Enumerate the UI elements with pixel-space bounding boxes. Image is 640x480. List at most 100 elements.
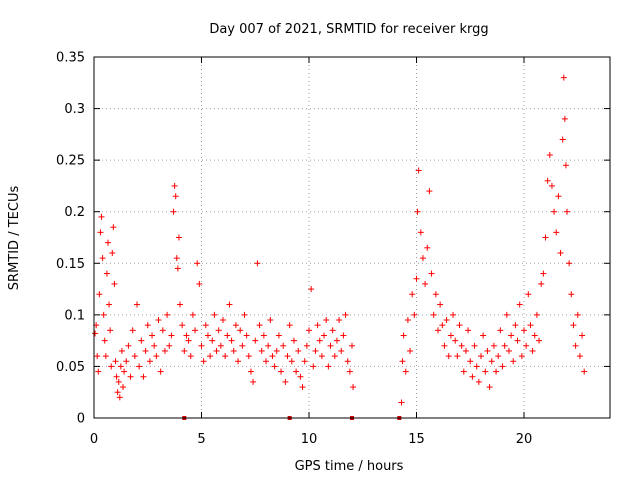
data-point bbox=[235, 358, 242, 365]
y-tick-label: 0.2 bbox=[64, 205, 85, 220]
data-point bbox=[247, 368, 254, 375]
data-point bbox=[432, 291, 439, 298]
data-point bbox=[157, 368, 164, 375]
data-point bbox=[299, 384, 306, 391]
chart-title: Day 007 of 2021, SRMTID for receiver krg… bbox=[209, 22, 488, 37]
data-point bbox=[228, 337, 235, 344]
data-point bbox=[415, 167, 422, 174]
data-point bbox=[96, 291, 103, 298]
data-point bbox=[104, 239, 111, 246]
data-point bbox=[439, 322, 446, 329]
data-point bbox=[271, 363, 278, 370]
data-point bbox=[548, 182, 555, 189]
data-point bbox=[170, 208, 177, 215]
data-point bbox=[454, 353, 461, 360]
data-point bbox=[102, 353, 109, 360]
data-point bbox=[318, 353, 325, 360]
data-point bbox=[478, 353, 484, 360]
data-point bbox=[245, 353, 252, 360]
data-point bbox=[422, 280, 429, 287]
data-point bbox=[192, 327, 199, 334]
data-point bbox=[120, 384, 127, 391]
data-point bbox=[282, 378, 289, 385]
data-point bbox=[450, 311, 457, 318]
data-point bbox=[103, 270, 110, 277]
data-point bbox=[512, 322, 519, 329]
data-point bbox=[555, 193, 562, 200]
data-point bbox=[570, 322, 577, 329]
data-point bbox=[177, 301, 183, 308]
data-point bbox=[458, 342, 465, 349]
data-point bbox=[531, 332, 538, 339]
data-point bbox=[204, 332, 211, 339]
data-point bbox=[411, 311, 418, 318]
data-point bbox=[467, 358, 474, 365]
data-point bbox=[131, 353, 138, 360]
data-point bbox=[495, 353, 502, 360]
data-point bbox=[172, 193, 179, 200]
data-point bbox=[490, 342, 497, 349]
data-point bbox=[572, 342, 579, 349]
data-point bbox=[566, 260, 573, 267]
data-point bbox=[533, 311, 540, 318]
data-point bbox=[280, 342, 287, 349]
data-point bbox=[181, 347, 188, 354]
data-point bbox=[194, 260, 201, 267]
x-tick-label: 20 bbox=[516, 432, 533, 447]
data-point bbox=[136, 363, 143, 370]
data-point bbox=[414, 208, 421, 215]
data-point bbox=[149, 332, 156, 339]
data-point bbox=[308, 286, 315, 293]
y-tick-label: 0.35 bbox=[56, 51, 85, 66]
data-point bbox=[523, 342, 530, 349]
data-point bbox=[215, 327, 222, 334]
data-point bbox=[99, 255, 106, 262]
data-point bbox=[112, 358, 119, 365]
data-point bbox=[497, 327, 504, 334]
data-point bbox=[505, 347, 512, 354]
data-point bbox=[171, 182, 178, 189]
y-tick-label: 0.3 bbox=[64, 102, 85, 117]
data-point bbox=[273, 347, 280, 354]
y-tick-label: 0.15 bbox=[56, 257, 85, 272]
data-point bbox=[293, 368, 300, 375]
data-point bbox=[402, 368, 409, 375]
data-point bbox=[159, 327, 166, 334]
data-point bbox=[529, 347, 536, 354]
data-point bbox=[462, 347, 469, 354]
data-point bbox=[456, 322, 463, 329]
data-point bbox=[329, 327, 336, 334]
data-point bbox=[306, 327, 312, 334]
data-point bbox=[338, 347, 345, 354]
data-point bbox=[559, 136, 566, 143]
data-point bbox=[107, 327, 114, 334]
data-point bbox=[493, 368, 500, 375]
data-point bbox=[518, 353, 525, 360]
data-point bbox=[175, 234, 182, 241]
data-point bbox=[275, 332, 282, 339]
data-point bbox=[138, 337, 145, 344]
data-point bbox=[342, 311, 349, 318]
data-point bbox=[546, 151, 553, 158]
data-point bbox=[108, 363, 115, 370]
data-point bbox=[222, 353, 229, 360]
data-point bbox=[295, 347, 302, 354]
data-point bbox=[155, 317, 162, 324]
data-point bbox=[469, 373, 476, 380]
data-point bbox=[333, 337, 340, 344]
data-point bbox=[340, 332, 347, 339]
data-point bbox=[501, 342, 508, 349]
y-axis-label: SRMTID / TECUs bbox=[7, 186, 22, 291]
data-point bbox=[325, 363, 332, 370]
data-point bbox=[209, 337, 216, 344]
data-point bbox=[499, 363, 506, 370]
data-point bbox=[118, 347, 125, 354]
data-point bbox=[409, 291, 416, 298]
data-point bbox=[290, 337, 297, 344]
plot-frame bbox=[93, 56, 611, 419]
data-point bbox=[349, 342, 355, 349]
data-point bbox=[480, 332, 487, 339]
data-point bbox=[256, 322, 263, 329]
data-point bbox=[331, 353, 338, 360]
